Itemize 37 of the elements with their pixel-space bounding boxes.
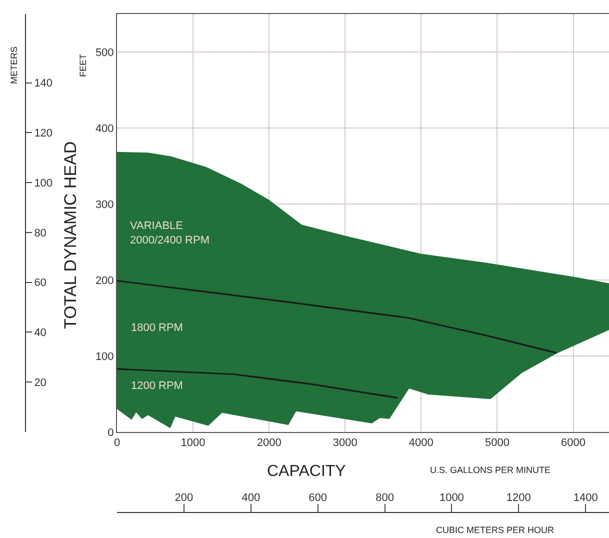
x2-tick-label: 1000 xyxy=(439,492,464,504)
x2-tick-label: 600 xyxy=(308,492,327,504)
x-tick-label: 4000 xyxy=(408,437,434,450)
y-tick-label: 500 xyxy=(95,46,114,59)
annotation: VARIABLE 2000/2400 RPM xyxy=(130,220,210,246)
y2-tick-label: 40 xyxy=(34,327,46,340)
y-tick-label: 100 xyxy=(95,350,114,363)
x2-tick-label: 800 xyxy=(376,492,394,504)
text: CAPACITY xyxy=(267,463,346,480)
y-tick-label: 300 xyxy=(95,198,114,211)
y2-tick-label: 140 xyxy=(34,78,53,90)
annotation: 1800 RPM xyxy=(131,322,183,334)
x-tick-label: 3000 xyxy=(332,437,358,450)
x2-tick-label: 400 xyxy=(242,492,260,504)
y-axis-title: FEET xyxy=(78,53,88,77)
y-tick-label: 200 xyxy=(95,274,114,287)
x2-axis-title: CUBIC METERS PER HOUR xyxy=(436,525,555,535)
y2-tick-label: 120 xyxy=(34,128,53,140)
text: TOTAL DYNAMIC HEAD xyxy=(61,141,80,329)
x-tick-label: 5000 xyxy=(484,437,510,450)
x-tick-label: 2000 xyxy=(256,437,282,450)
y2-tick-label: 20 xyxy=(34,376,46,389)
y2-tick-label: 100 xyxy=(34,177,53,190)
y2-tick-label: 60 xyxy=(34,277,46,290)
x2-tick-label: 200 xyxy=(174,492,194,504)
y2-axis-title: METERS xyxy=(9,46,19,84)
x-axis-title: U.S. GALLONS PER MINUTE xyxy=(430,465,551,475)
annotation: 1200 RPM xyxy=(131,380,183,392)
line-series xyxy=(117,368,398,399)
x2-tick-label: 1400 xyxy=(573,492,598,504)
y-tick-label: 0 xyxy=(108,426,114,439)
x-tick-label: 6000 xyxy=(561,437,586,450)
line-series xyxy=(117,280,558,354)
y-tick-label: 400 xyxy=(95,122,114,135)
x-tick-label: 1000 xyxy=(180,437,206,450)
y2-tick-label: 80 xyxy=(34,227,46,240)
x2-tick-label: 1200 xyxy=(506,492,531,504)
